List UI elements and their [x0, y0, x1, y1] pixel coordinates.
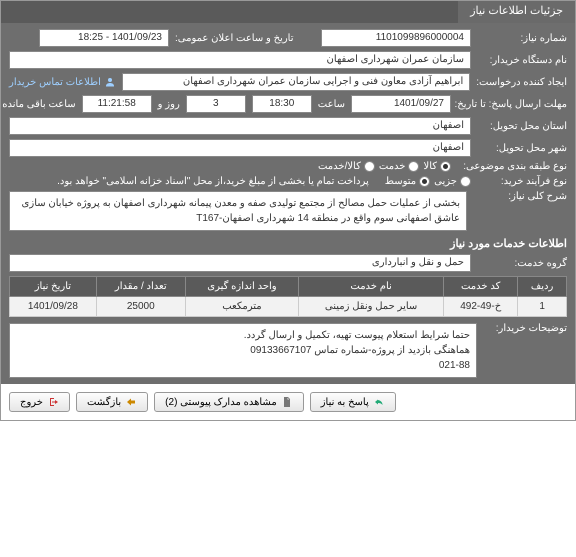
- label-day-and: روز و: [158, 99, 180, 110]
- label-announce-dt: تاریخ و ساعت اعلان عمومی:: [175, 33, 315, 44]
- radio-medium[interactable]: متوسط: [385, 176, 430, 187]
- radio-label-partial: جزیی: [434, 176, 457, 187]
- radio-label-gs: کالا/خدمت: [318, 161, 361, 172]
- value-desc: بخشی از عملیات حمل مصالح از مجتمع تولیدی…: [9, 191, 467, 231]
- exit-icon: [47, 396, 59, 408]
- label-city: شهر محل تحویل:: [477, 143, 567, 154]
- row-creator: ایجاد کننده درخواست: ابراهیم آزادی معاون…: [9, 73, 567, 91]
- th-unit: واحد اندازه گیری: [185, 277, 298, 297]
- td-qty: 25000: [96, 297, 185, 317]
- row-province: استان محل تحویل: اصفهان: [9, 117, 567, 135]
- label-req-no: شماره نیاز:: [477, 33, 567, 44]
- value-deadline-time: 18:30: [252, 95, 312, 113]
- label-creator: ایجاد کننده درخواست:: [476, 77, 567, 88]
- radio-dot-service: [408, 161, 419, 172]
- back-button[interactable]: بازگشت: [76, 392, 148, 412]
- user-icon: [104, 76, 116, 88]
- radio-label-service: خدمت: [379, 161, 406, 172]
- exit-button[interactable]: خروج: [9, 392, 70, 412]
- label-process-type: نوع فرآیند خرید:: [477, 176, 567, 187]
- docs-button-label: مشاهده مدارک پیوستی (2): [165, 397, 277, 408]
- row-deadline: مهلت ارسال پاسخ: تا تاریخ: 1401/09/27 سا…: [9, 95, 567, 113]
- label-subject-type: نوع طبقه بندی موضوعی:: [457, 161, 567, 172]
- radio-group-process: جزیی متوسط: [385, 176, 471, 187]
- radio-dot-goods: [440, 161, 451, 172]
- label-time-1: ساعت: [318, 99, 345, 110]
- th-date: تاریخ نیاز: [10, 277, 97, 297]
- value-service-group: حمل و نقل و انبارداری: [9, 254, 471, 272]
- reply-button-label: پاسخ به نیاز: [321, 397, 369, 408]
- td-code: خ-49-492: [444, 297, 518, 317]
- value-province: اصفهان: [9, 117, 471, 135]
- label-remain: ساعت باقی مانده: [2, 99, 75, 110]
- attachment-icon: [281, 396, 293, 408]
- value-time-left: 11:21:58: [82, 95, 152, 113]
- tab-bar: جزئیات اطلاعات نیاز: [1, 1, 575, 23]
- value-days-left: 3: [186, 95, 246, 113]
- radio-label-goods: کالا: [423, 161, 437, 172]
- tab-details[interactable]: جزئیات اطلاعات نیاز: [458, 1, 575, 23]
- back-button-label: بازگشت: [87, 397, 121, 408]
- docs-button[interactable]: مشاهده مدارک پیوستی (2): [154, 392, 304, 412]
- reply-icon: [373, 396, 385, 408]
- row-subject-type: نوع طبقه بندی موضوعی: کالا خدمت کالا/خدم…: [9, 161, 567, 172]
- label-deadline: مهلت ارسال پاسخ: تا تاریخ:: [457, 99, 567, 110]
- radio-goods[interactable]: کالا: [423, 161, 451, 172]
- value-deadline-date: 1401/09/27: [351, 95, 451, 113]
- row-desc: شرح کلی نیاز: بخشی از عملیات حمل مصالح ا…: [9, 191, 567, 231]
- value-notes: حتما شرایط استعلام پیوست تهیه، تکمیل و ا…: [9, 323, 477, 378]
- radio-goods-service[interactable]: کالا/خدمت: [318, 161, 375, 172]
- radio-dot-partial: [460, 176, 471, 187]
- row-buyer: نام دستگاه خریدار: سازمان عمران شهرداری …: [9, 51, 567, 69]
- th-qty: تعداد / مقدار: [96, 277, 185, 297]
- radio-label-medium: متوسط: [385, 176, 416, 187]
- table-header-row: ردیف کد خدمت نام خدمت واحد اندازه گیری ت…: [10, 277, 567, 297]
- th-code: کد خدمت: [444, 277, 518, 297]
- table-row: 1 خ-49-492 سایر حمل ونقل زمینی مترمکعب 2…: [10, 297, 567, 317]
- exit-button-label: خروج: [20, 397, 43, 408]
- services-table: ردیف کد خدمت نام خدمت واحد اندازه گیری ت…: [9, 276, 567, 317]
- td-unit: مترمکعب: [185, 297, 298, 317]
- reply-button[interactable]: پاسخ به نیاز: [310, 392, 396, 412]
- radio-dot-gs: [364, 161, 375, 172]
- details-panel: شماره نیاز: 1101099896000004 تاریخ و ساع…: [1, 23, 575, 384]
- contact-link[interactable]: اطلاعات تماس خریدار: [9, 76, 116, 88]
- td-row: 1: [518, 297, 567, 317]
- back-icon: [125, 396, 137, 408]
- row-notes: توضیحات خریدار: حتما شرایط استعلام پیوست…: [9, 323, 567, 378]
- row-process-type: نوع فرآیند خرید: جزیی متوسط پرداخت تمام …: [9, 176, 567, 187]
- row-service-group: گروه خدمت: حمل و نقل و انبارداری: [9, 254, 567, 272]
- radio-service[interactable]: خدمت: [379, 161, 420, 172]
- button-bar: پاسخ به نیاز مشاهده مدارک پیوستی (2) باز…: [1, 384, 575, 420]
- value-req-no: 1101099896000004: [321, 29, 471, 47]
- label-province: استان محل تحویل:: [477, 121, 567, 132]
- td-name: سایر حمل ونقل زمینی: [299, 297, 444, 317]
- radio-dot-medium: [419, 176, 430, 187]
- radio-group-subject: کالا خدمت کالا/خدمت: [318, 161, 451, 172]
- label-notes: توضیحات خریدار:: [477, 323, 567, 334]
- section-services: اطلاعات خدمات مورد نیاز: [9, 237, 567, 250]
- label-service-group: گروه خدمت:: [477, 258, 567, 269]
- radio-partial[interactable]: جزیی: [434, 176, 471, 187]
- row-city: شهر محل تحویل: اصفهان: [9, 139, 567, 157]
- value-creator: ابراهیم آزادی معاون فنی و اجرایی سازمان …: [122, 73, 470, 91]
- main-container: جزئیات اطلاعات نیاز شماره نیاز: 11010998…: [0, 0, 576, 421]
- th-name: نام خدمت: [299, 277, 444, 297]
- value-city: اصفهان: [9, 139, 471, 157]
- th-row: ردیف: [518, 277, 567, 297]
- value-buyer: سازمان عمران شهرداری اصفهان: [9, 51, 471, 69]
- contact-link-label: اطلاعات تماس خریدار: [9, 77, 101, 88]
- label-desc: شرح کلی نیاز:: [477, 191, 567, 202]
- td-date: 1401/09/28: [10, 297, 97, 317]
- row-req-announce: شماره نیاز: 1101099896000004 تاریخ و ساع…: [9, 29, 567, 47]
- value-announce-dt: 1401/09/23 - 18:25: [39, 29, 169, 47]
- label-buyer: نام دستگاه خریدار:: [477, 55, 567, 66]
- process-note: پرداخت تمام یا بخشی از مبلغ خرید،از محل …: [57, 176, 369, 187]
